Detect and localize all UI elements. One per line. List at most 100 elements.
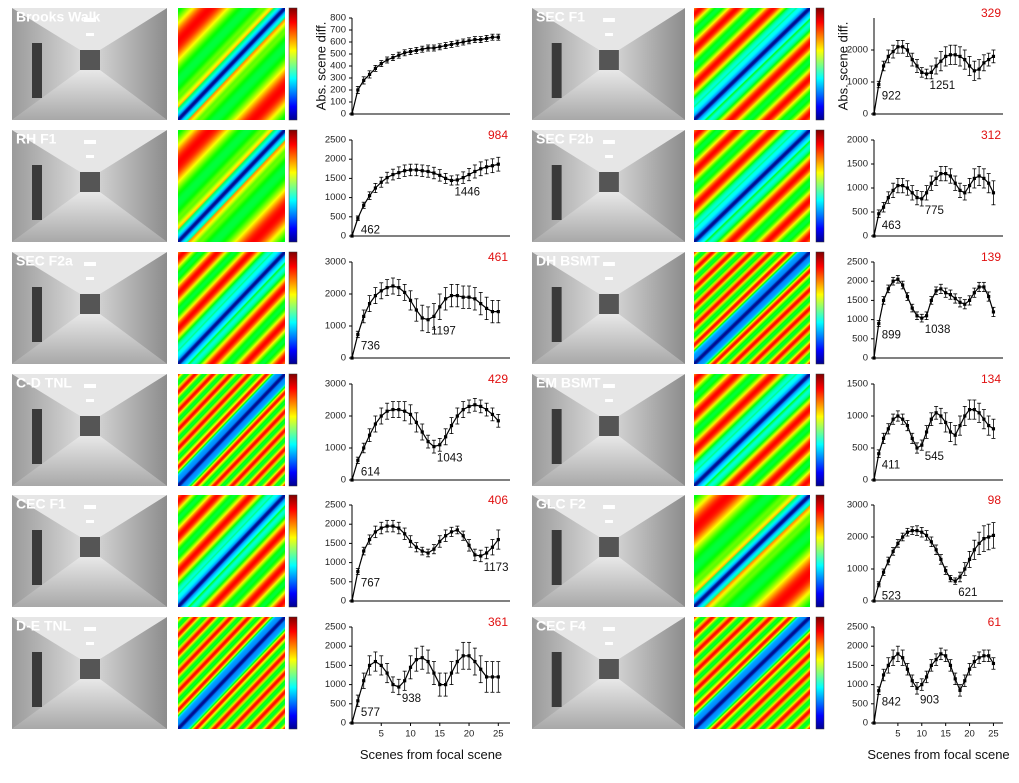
- colorbar: [288, 373, 298, 487]
- data-point: [373, 186, 378, 190]
- data-point: [910, 529, 914, 533]
- y-tick-label: 500: [330, 698, 346, 709]
- data-point: [958, 424, 962, 428]
- data-point: [939, 287, 943, 291]
- data-point: [896, 45, 900, 49]
- y-tick-label: 3000: [325, 257, 346, 268]
- y-tick-label: 0: [341, 475, 346, 486]
- data-point: [438, 683, 442, 687]
- data-point: [953, 677, 957, 681]
- data-point: [901, 417, 905, 421]
- y-tick-label: 2000: [325, 289, 346, 300]
- panel: GLC F2 0 1000 2000 3000 98 523 621: [532, 493, 1003, 608]
- data-point: [391, 172, 395, 177]
- data-point: [901, 184, 905, 188]
- data-point: [373, 422, 378, 426]
- data-point: [944, 172, 948, 176]
- data-point: [877, 452, 881, 456]
- panel-title: Brooks Walk: [16, 8, 100, 24]
- data-point: [891, 549, 895, 553]
- data-point: [896, 541, 900, 545]
- data-point: [490, 412, 495, 416]
- y-tick-label: 500: [852, 333, 868, 344]
- photo: [532, 252, 685, 364]
- data-point: [444, 534, 448, 538]
- data-point: [872, 478, 876, 482]
- minimum-label: 899: [882, 330, 901, 342]
- data-point: [929, 540, 933, 544]
- data-point: [987, 58, 991, 62]
- x-tick-label: 10: [916, 729, 927, 740]
- data-point: [915, 196, 919, 200]
- data-point: [886, 663, 890, 667]
- data-point: [991, 191, 996, 195]
- data-point: [356, 332, 360, 337]
- data-point: [467, 172, 471, 177]
- data-point: [958, 688, 962, 692]
- y-tick-label: 0: [341, 231, 346, 242]
- colorbar: [815, 373, 825, 487]
- y-tick-label: 0: [341, 109, 346, 120]
- data-point: [403, 51, 407, 55]
- photo: [12, 252, 167, 364]
- data-point: [939, 557, 943, 561]
- data-point: [982, 61, 986, 65]
- data-point: [920, 316, 924, 320]
- data-point: [379, 526, 383, 530]
- y-tick-label: 2000: [847, 532, 868, 543]
- data-point: [948, 293, 953, 297]
- data-point: [977, 67, 981, 71]
- data-point: [496, 537, 500, 542]
- data-point: [461, 534, 465, 538]
- y-tick-label: 700: [330, 25, 346, 36]
- y-tick-label: 500: [852, 443, 868, 454]
- data-point: [461, 176, 465, 180]
- colorbar: [288, 129, 298, 243]
- data-point: [444, 297, 448, 301]
- panel-title: C-D TNL: [16, 374, 72, 390]
- data-point: [490, 35, 495, 39]
- data-point: [905, 294, 910, 299]
- y-tick-label: 2500: [847, 622, 868, 633]
- data-point: [972, 176, 976, 180]
- data-point: [967, 298, 972, 302]
- y-tick-label: 1500: [847, 295, 868, 306]
- y-tick-label: 0: [863, 109, 868, 120]
- colorbar: [288, 7, 298, 121]
- data-point: [385, 524, 389, 528]
- data-point: [915, 446, 919, 450]
- data-point: [972, 659, 976, 664]
- data-point: [362, 679, 366, 683]
- data-point: [924, 675, 929, 679]
- heatmap: [178, 374, 285, 486]
- heatmap: [178, 252, 285, 364]
- panel-note: 429: [488, 372, 508, 386]
- y-tick-label: 0: [863, 718, 868, 729]
- panel: CEC F1 0 500 1000 1500 2000 2500 406 767 1173: [12, 493, 510, 608]
- data-point: [473, 38, 477, 42]
- panel-title: RH F1: [16, 130, 57, 146]
- data-point: [953, 579, 957, 583]
- y-tick-label: 2000: [325, 519, 346, 530]
- data-point: [403, 290, 407, 294]
- data-point: [920, 683, 924, 687]
- data-point: [496, 35, 500, 39]
- data-point: [963, 679, 967, 683]
- data-point: [991, 427, 996, 431]
- data-point: [391, 683, 395, 687]
- data-point: [408, 539, 413, 544]
- minimum-label: 938: [402, 693, 421, 705]
- y-tick-label: 1000: [847, 411, 868, 422]
- data-point: [455, 528, 459, 532]
- data-point: [356, 458, 360, 462]
- data-point: [444, 176, 448, 180]
- y-tick-label: 300: [330, 73, 346, 84]
- panel-note: 406: [488, 493, 508, 507]
- y-tick-label: 0: [863, 596, 868, 607]
- photo: [532, 374, 685, 486]
- data-point: [350, 721, 354, 725]
- data-point: [420, 169, 424, 173]
- data-point: [881, 298, 886, 302]
- heatmap: [694, 252, 810, 364]
- data-point: [905, 186, 910, 190]
